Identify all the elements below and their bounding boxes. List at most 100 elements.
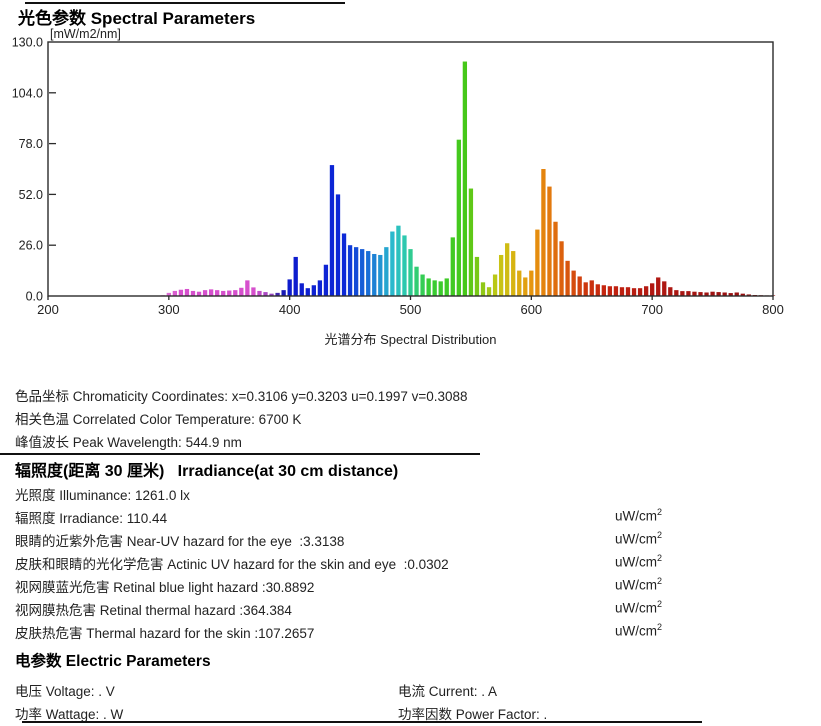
unit-exponent: 2 — [657, 553, 663, 563]
skin-thermal-hazard-row: 皮肤热危害 Thermal hazard for the skin :107.2… — [0, 622, 821, 642]
retinal-blue-light-hazard-row: 视网膜蓝光危害 Retinal blue light hazard :30.88… — [0, 576, 821, 596]
spectrum-bar — [245, 280, 250, 296]
spectrum-bar — [450, 237, 455, 296]
spectrum-bar — [462, 61, 468, 296]
spectrum-bar — [583, 282, 588, 296]
spectrum-bar — [347, 245, 353, 296]
spectrum-bar — [293, 256, 298, 296]
spectrum-bar — [402, 235, 407, 296]
spectrum-bar — [184, 288, 190, 296]
y-axis-tick-label: 0.0 — [26, 290, 43, 304]
actinic-uv-hazard-unit: uW/cm2 — [615, 553, 662, 570]
top-rule — [25, 2, 345, 4]
spectrum-bar — [716, 292, 721, 296]
spectrum-bar — [378, 254, 383, 296]
spectrum-bar — [613, 286, 619, 296]
spectrum-bar — [637, 288, 643, 296]
spectrum-bar — [517, 270, 522, 296]
spectrum-bar — [444, 278, 449, 296]
retinal-thermal-hazard-label: 视网膜热危害 Retinal thermal hazard :364.384 — [15, 603, 292, 618]
spectrum-bar — [208, 289, 214, 296]
spectrum-bar — [227, 290, 232, 296]
spectrum-bar — [553, 221, 558, 296]
spectrum-bar — [305, 288, 310, 296]
spectrum-bar — [468, 188, 474, 296]
near-uv-hazard-label: 眼睛的近紫外危害 Near-UV hazard for the eye :3.3… — [15, 534, 345, 549]
retinal-thermal-hazard-unit: uW/cm2 — [615, 599, 662, 616]
irradiance-row-label: 辐照度 Irradiance: 110.44 — [15, 511, 168, 526]
spectrum-bar — [565, 260, 570, 296]
spectrum-bar — [335, 194, 341, 296]
spectrum-bar — [704, 292, 709, 296]
spectrum-bar — [492, 274, 498, 296]
unit-text: uW/cm — [615, 508, 657, 524]
spectrum-bar — [523, 277, 528, 296]
spectrum-bar — [571, 270, 576, 296]
x-axis-tick-label: 700 — [641, 302, 663, 317]
spectrum-bar — [595, 284, 600, 296]
spectrum-bar — [601, 285, 606, 296]
spectrum-bar — [353, 247, 359, 296]
spectrum-bar — [607, 286, 613, 296]
spectrum-bar — [263, 292, 268, 296]
spectrum-bar — [420, 274, 425, 296]
spectrum-bar — [740, 293, 745, 296]
spectrum-bar — [589, 280, 594, 296]
actinic-uv-hazard-row: 皮肤和眼睛的光化学危害 Actinic UV hazard for the sk… — [0, 553, 821, 573]
unit-exponent: 2 — [657, 622, 663, 632]
spectrum-bar — [710, 291, 715, 296]
actinic-uv-hazard-label: 皮肤和眼睛的光化学危害 Actinic UV hazard for the sk… — [15, 557, 449, 572]
x-axis-tick-label: 800 — [762, 302, 784, 317]
spectrum-bar — [311, 285, 316, 296]
spectrum-bar — [317, 280, 323, 296]
spectrum-bar — [299, 283, 304, 296]
spectrum-bar — [438, 281, 443, 296]
spectrum-bar — [323, 264, 329, 296]
spectrum-bar — [239, 287, 244, 296]
x-axis-tick-label: 200 — [37, 302, 59, 317]
spectrum-bar — [547, 186, 552, 296]
spectrum-bar — [529, 270, 534, 296]
power-factor-value: 功率因数 Power Factor: . — [398, 707, 548, 722]
illuminance-line: 光照度 Illuminance: 1261.0 lx — [15, 488, 190, 503]
y-axis-tick-label: 26.0 — [19, 239, 43, 253]
spectrum-bar — [360, 249, 365, 296]
retinal-thermal-hazard-row: 视网膜热危害 Retinal thermal hazard :364.384 u… — [0, 599, 821, 619]
spectrum-bar — [233, 290, 238, 296]
y-axis-tick-label: 130.0 — [12, 36, 43, 50]
spectrum-bar — [625, 287, 631, 296]
spectral-distribution-plot: 0.0 26.0 52.0 78.0 104.0 130.0 200 300 400 500 600… — [12, 36, 784, 318]
spectrum-bar — [281, 290, 286, 296]
spectrum-bar — [734, 292, 739, 296]
unit-text: uW/cm — [615, 577, 657, 593]
spectrum-bar — [480, 282, 486, 296]
unit-text: uW/cm — [615, 531, 657, 547]
spectrum-bar — [686, 291, 691, 296]
spectrum-bar — [643, 286, 649, 296]
spectrum-bar — [384, 247, 389, 296]
spectrum-bar — [722, 292, 727, 296]
spectrum-bar — [166, 292, 171, 296]
spectrum-bar — [178, 289, 184, 296]
x-axis-tick-label: 500 — [400, 302, 422, 317]
spectrum-bar — [408, 249, 413, 296]
x-axis-tick-label: 400 — [279, 302, 301, 317]
y-axis-tick-label: 52.0 — [19, 188, 43, 202]
unit-exponent: 2 — [657, 576, 663, 586]
electric-section-heading: 电参数 Electric Parameters — [15, 653, 211, 670]
near-uv-hazard-unit: uW/cm2 — [615, 530, 662, 547]
y-axis-tick-label: 78.0 — [19, 137, 43, 151]
spectrum-bar — [257, 290, 262, 296]
spectrum-bar — [505, 243, 510, 296]
spectrum-bar — [692, 291, 697, 296]
spectrum-bar — [215, 290, 220, 296]
spectrum-bar — [650, 283, 655, 296]
spectrum-bar — [541, 169, 546, 296]
spectrum-bar — [674, 290, 679, 296]
spectrum-bar — [535, 229, 540, 296]
spectrum-bar — [631, 288, 637, 296]
spectrum-bar — [486, 287, 492, 296]
peak-wavelength-line: 峰值波长 Peak Wavelength: 544.9 nm — [15, 435, 242, 450]
near-uv-hazard-row: 眼睛的近紫外危害 Near-UV hazard for the eye :3.3… — [0, 530, 821, 550]
